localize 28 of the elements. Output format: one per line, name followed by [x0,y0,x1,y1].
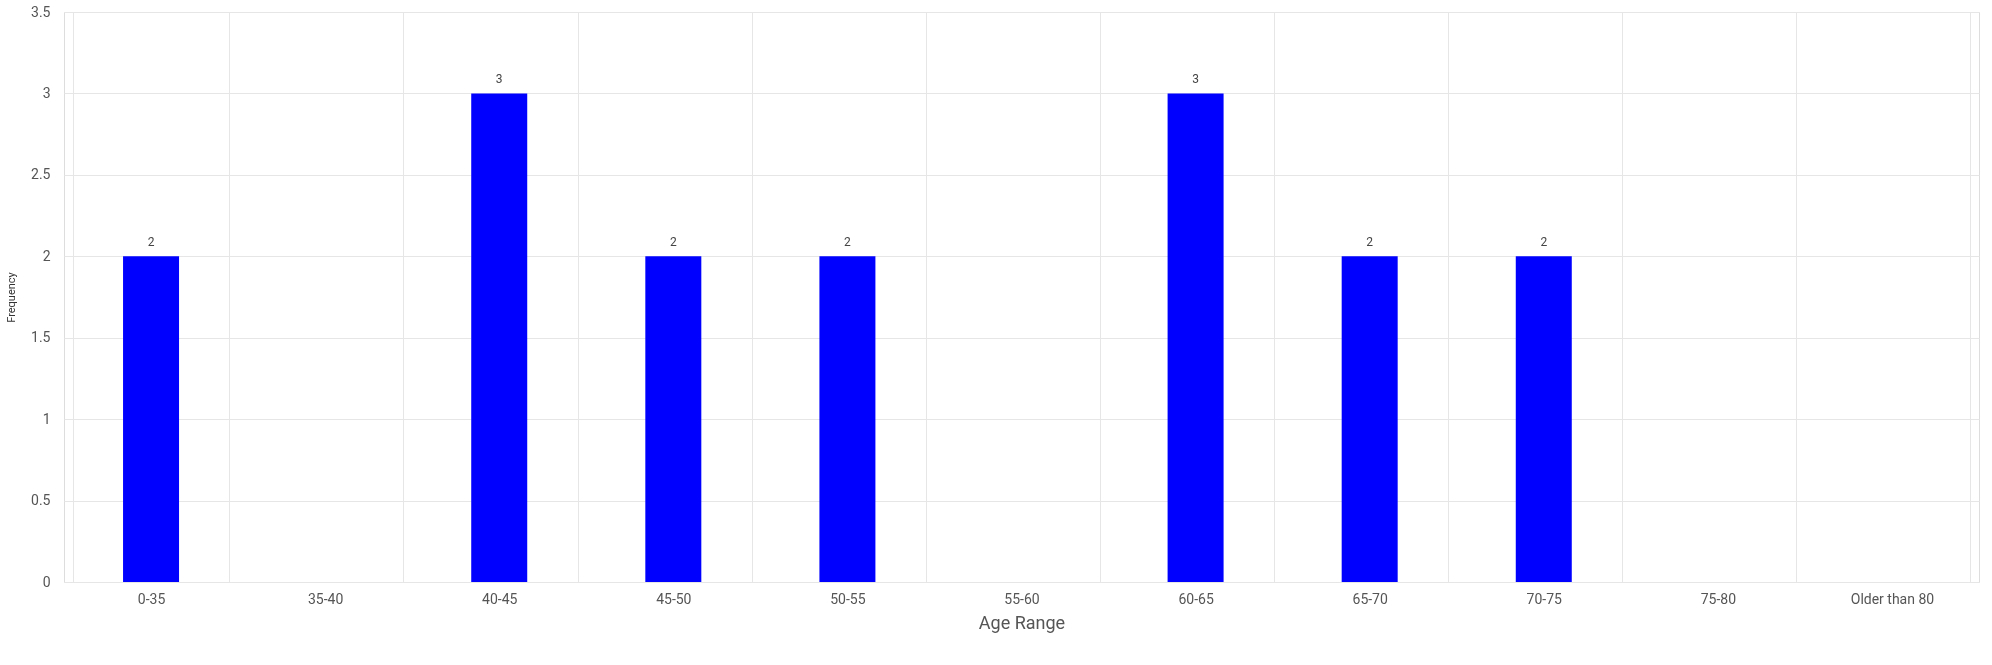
y-tick-label: 2.5 [31,166,51,183]
data-label: 3 [1192,72,1199,87]
x-tick-label: 60-65 [1178,590,1214,607]
x-tick-label: 70-75 [1526,590,1563,607]
y-tick-label: 1 [42,410,51,427]
data-label: 3 [495,72,503,87]
y-tick-label: 0.5 [31,492,51,509]
y-tick-label: 2 [42,247,51,264]
data-label: 2 [844,235,852,250]
data-label: 2 [669,235,677,250]
y-tick-label: 1.5 [31,329,51,346]
x-tick-label: 75-80 [1700,590,1737,607]
x-tick-label: 45-50 [656,590,692,607]
x-tick-label: 0-35 [137,590,166,607]
x-tick-label: 65-70 [1352,590,1388,607]
y-axis-title: Frequency [5,271,19,323]
data-label: 2 [1366,235,1374,250]
data-label: 2 [147,235,155,250]
data-label: 2 [1540,235,1548,250]
x-axis-title: Age Range [978,611,1066,633]
y-tick-label: 3.5 [31,3,51,20]
y-tick-label: 0 [42,573,51,590]
x-tick-label: 50-55 [830,590,866,607]
x-tick-label: Older than 80 [1850,590,1935,607]
y-tick-label: 3 [42,84,51,101]
x-tick-label: 55-60 [1004,590,1040,607]
x-tick-label: 40-45 [482,590,518,607]
x-tick-label: 35-40 [307,590,344,607]
